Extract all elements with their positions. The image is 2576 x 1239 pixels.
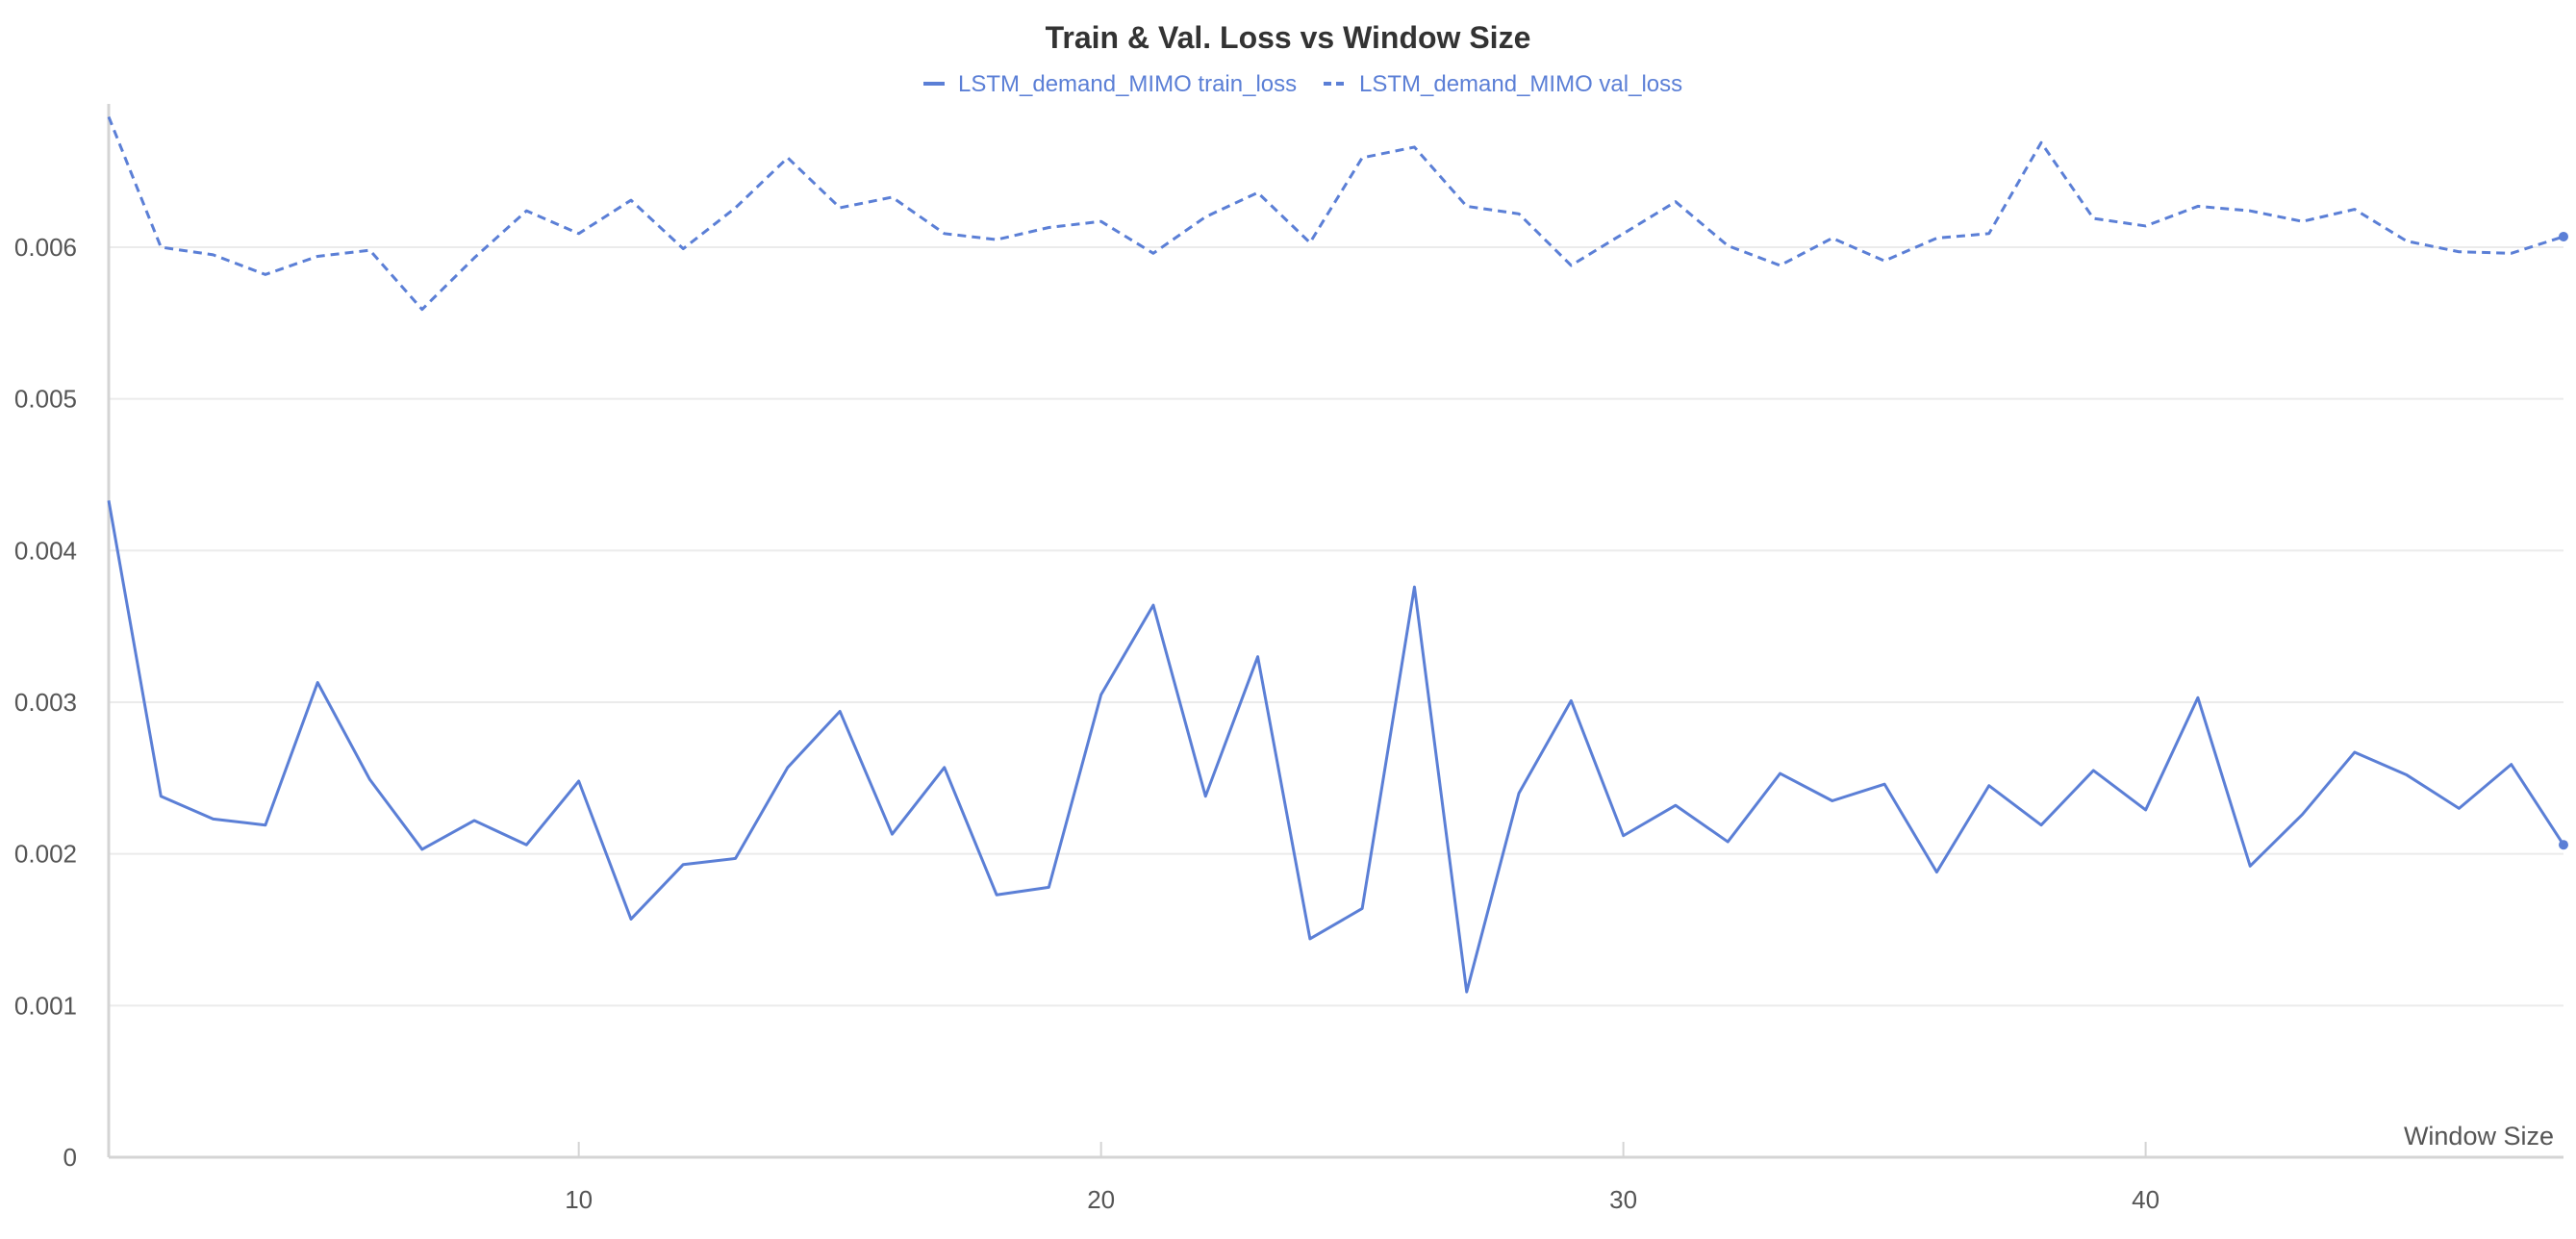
train-loss-end-point[interactable] bbox=[2559, 840, 2568, 850]
axes bbox=[107, 104, 2563, 1159]
legend: LSTM_demand_MIMO train_loss LSTM_demand_… bbox=[923, 71, 1682, 97]
y-tick-label: 0.006 bbox=[14, 233, 77, 262]
legend-item-val[interactable]: LSTM_demand_MIMO val_loss bbox=[1324, 71, 1682, 97]
legend-item-train[interactable]: LSTM_demand_MIMO train_loss bbox=[923, 71, 1297, 97]
x-tick-label: 10 bbox=[565, 1185, 593, 1214]
y-tick-label: 0.001 bbox=[14, 991, 77, 1020]
gridlines bbox=[109, 246, 2563, 1157]
chart-title: Train & Val. Loss vs Window Size bbox=[1046, 20, 1531, 55]
val-loss-line[interactable] bbox=[107, 115, 2564, 312]
y-tick-label: 0 bbox=[63, 1143, 77, 1172]
y-tick-label: 0.005 bbox=[14, 385, 77, 414]
x-tick-label: 20 bbox=[1087, 1185, 1115, 1214]
y-tick-label: 0.004 bbox=[14, 536, 77, 565]
series-lines bbox=[107, 115, 2568, 994]
x-tick-labels: 10 20 30 40 bbox=[565, 1185, 2159, 1214]
legend-label-val: LSTM_demand_MIMO val_loss bbox=[1359, 71, 1682, 97]
val-loss-end-point[interactable] bbox=[2559, 231, 2568, 241]
y-tick-label: 0.003 bbox=[14, 688, 77, 717]
x-axis-label: Window Size bbox=[2404, 1122, 2554, 1150]
x-tick-label: 40 bbox=[2132, 1185, 2159, 1214]
train-loss-line[interactable] bbox=[107, 500, 2565, 994]
y-tick-labels: 0 0.001 0.002 0.003 0.004 0.005 0.006 bbox=[14, 233, 77, 1172]
y-tick-label: 0.002 bbox=[14, 840, 77, 869]
legend-label-train: LSTM_demand_MIMO train_loss bbox=[958, 71, 1297, 97]
x-tick-label: 30 bbox=[1609, 1185, 1637, 1214]
